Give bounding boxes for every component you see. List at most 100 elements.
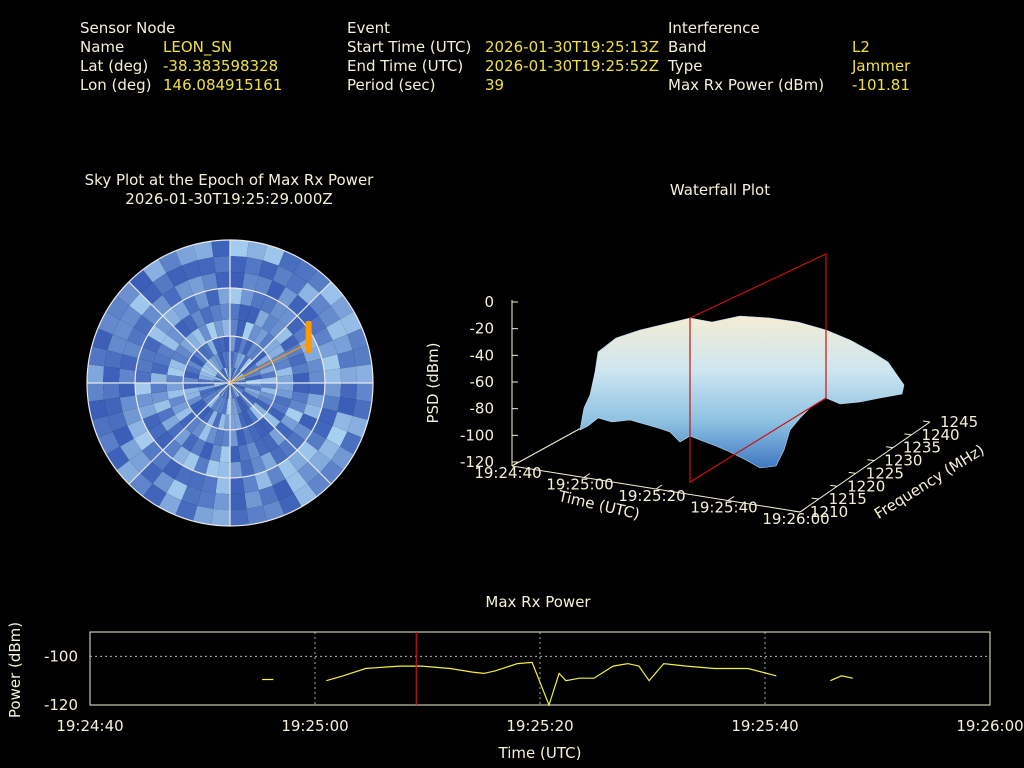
waterfall-z-tick-label: -80 bbox=[470, 400, 495, 418]
sky-cell bbox=[184, 364, 201, 375]
sky-cell bbox=[217, 461, 230, 479]
sky-cell bbox=[356, 364, 373, 383]
waterfall-x-tick-label: 19:25:20 bbox=[618, 487, 685, 505]
sky-cell bbox=[214, 378, 230, 383]
max-rx-y-tick-label: -100 bbox=[44, 647, 78, 665]
sky-cell bbox=[293, 372, 310, 383]
sky-cell bbox=[285, 471, 308, 494]
skyplot-title: Sky Plot at the Epoch of Max Rx Power bbox=[84, 171, 374, 189]
sky-cell bbox=[191, 328, 207, 346]
waterfall-y-tick-label: 1235 bbox=[903, 439, 941, 457]
sky-cell bbox=[199, 370, 216, 379]
sky-cell bbox=[107, 411, 128, 432]
sky-cell bbox=[205, 459, 220, 478]
sky-cell bbox=[182, 294, 200, 315]
sky-cell bbox=[199, 441, 214, 460]
sky-cell bbox=[152, 272, 175, 295]
sky-cell bbox=[222, 383, 230, 398]
max-rx-series bbox=[262, 661, 853, 707]
sky-cell bbox=[211, 412, 222, 429]
sky-cell bbox=[238, 337, 249, 354]
sky-cell bbox=[253, 328, 269, 346]
sky-cell bbox=[230, 383, 245, 391]
sky-cell bbox=[102, 383, 120, 400]
sky-cell bbox=[201, 408, 215, 425]
sky-cell bbox=[147, 325, 167, 344]
waterfall-x-tick-mark bbox=[511, 461, 519, 467]
sky-cell bbox=[288, 399, 307, 414]
max-rx-y-tick-label: -120 bbox=[44, 696, 78, 714]
sky-cell bbox=[211, 509, 230, 526]
sky-cell bbox=[269, 300, 288, 320]
sky-cell bbox=[280, 334, 299, 352]
sensor-lon-label: Lon (deg) bbox=[80, 76, 152, 94]
sky-cell bbox=[230, 509, 249, 526]
sky-cell bbox=[230, 303, 241, 320]
sky-cell bbox=[221, 430, 230, 447]
sky-cell bbox=[184, 391, 201, 402]
waterfall-x-tick-mark bbox=[583, 473, 591, 478]
sky-cell bbox=[167, 326, 186, 345]
sky-cell bbox=[141, 335, 162, 353]
sky-cell bbox=[175, 244, 198, 266]
sky-cell bbox=[337, 350, 356, 369]
sky-cell bbox=[239, 394, 253, 409]
sky-cell bbox=[166, 479, 188, 501]
sky-cell bbox=[254, 438, 270, 457]
waterfall-y-tick-label: 1215 bbox=[829, 490, 867, 508]
sky-cell bbox=[252, 349, 268, 364]
sky-cell bbox=[237, 395, 250, 411]
sky-cell bbox=[239, 357, 253, 372]
sky-cell bbox=[213, 429, 224, 446]
sky-cell bbox=[268, 427, 287, 446]
sky-cell bbox=[217, 397, 226, 414]
waterfall-y-axis bbox=[799, 421, 931, 513]
sky-cell bbox=[137, 346, 157, 363]
sky-cell bbox=[297, 304, 319, 325]
sky-cell bbox=[182, 383, 199, 390]
sky-cell bbox=[129, 293, 152, 316]
sky-cell bbox=[205, 321, 218, 339]
sky-cell bbox=[326, 425, 348, 447]
max-rx-y-label: Power (dBm) bbox=[6, 622, 24, 718]
sky-cell bbox=[220, 383, 230, 397]
sky-cell bbox=[272, 479, 294, 501]
sky-cell bbox=[230, 446, 241, 463]
sky-cell bbox=[254, 471, 273, 491]
sky-cell bbox=[196, 405, 211, 421]
sky-cell bbox=[217, 413, 226, 431]
sky-cell bbox=[298, 413, 319, 431]
sky-cell bbox=[206, 410, 218, 427]
sky-cell bbox=[190, 438, 206, 457]
sky-cell bbox=[332, 334, 353, 355]
sky-cell bbox=[221, 398, 228, 415]
sky-cell bbox=[173, 427, 192, 446]
sky-cell bbox=[199, 387, 216, 396]
sky-cell bbox=[243, 389, 260, 399]
sky-cell bbox=[104, 397, 123, 416]
sky-cell bbox=[175, 406, 193, 422]
sky-cell bbox=[188, 354, 205, 368]
sky-cell bbox=[197, 490, 216, 509]
sky-cell bbox=[153, 352, 172, 367]
sky-cell bbox=[330, 446, 354, 471]
sky-cell bbox=[172, 300, 191, 320]
sky-cell bbox=[246, 505, 267, 525]
sky-cell bbox=[223, 414, 230, 431]
sky-cell bbox=[255, 398, 272, 412]
sky-cell bbox=[162, 458, 183, 480]
sky-cell bbox=[230, 367, 235, 383]
sky-cell bbox=[209, 304, 222, 322]
sky-cell bbox=[223, 335, 230, 352]
sky-cell bbox=[230, 383, 244, 393]
sky-cell bbox=[254, 275, 273, 295]
sky-cell bbox=[245, 385, 262, 392]
interference-title: Interference bbox=[668, 19, 760, 37]
event-end-value: 2026-01-30T19:25:52Z bbox=[485, 57, 659, 75]
sky-cell bbox=[285, 343, 304, 359]
sky-cell bbox=[312, 419, 333, 439]
sky-cell bbox=[230, 383, 246, 390]
event-end-label: End Time (UTC) bbox=[347, 57, 464, 75]
sky-cell bbox=[288, 294, 309, 316]
sky-cell bbox=[204, 392, 219, 406]
